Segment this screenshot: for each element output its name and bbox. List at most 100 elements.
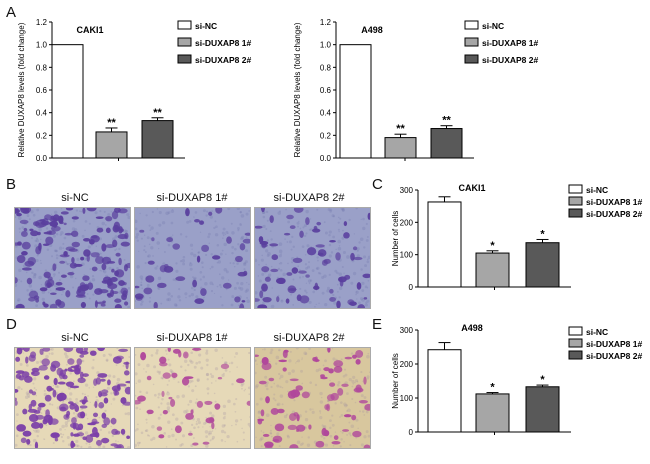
bar-chart-e-a498: 0 100 200 300 * * A498 Number of cells si-NC si-D… xyxy=(391,323,642,437)
y-tick-label: 1.0 xyxy=(36,41,48,50)
micrograph-texture xyxy=(255,208,370,308)
chart-title: CAKI1 xyxy=(76,25,103,35)
significance-label: * xyxy=(490,240,495,252)
significance-label: ** xyxy=(396,123,405,135)
bar-si-nc xyxy=(339,44,372,159)
bar-si-nc xyxy=(427,201,462,288)
micrograph-d-si-duxap8-2 xyxy=(254,347,371,449)
legend-swatch xyxy=(568,338,583,348)
y-tick-label: 0.4 xyxy=(320,109,332,118)
chart-title: CAKI1 xyxy=(458,183,485,193)
bar-si-duxap8-2- xyxy=(525,242,560,288)
legend-label: si-DUXAP8 1# xyxy=(586,197,642,207)
micrograph-texture xyxy=(135,208,250,308)
bar-si-duxap8-1- xyxy=(384,137,417,159)
micrograph-b-si-duxap8-1 xyxy=(134,207,251,309)
bar-si-nc xyxy=(51,44,84,159)
bar-chart-a-a498: 0.0 0.2 0.4 0.6 0.8 1.0 1.2 ** ** A498 Relative DU… xyxy=(293,18,538,163)
bar-si-duxap8-2- xyxy=(430,128,463,159)
legend-swatch xyxy=(568,196,583,206)
legend-swatch xyxy=(568,208,583,218)
y-tick-label: 1.2 xyxy=(36,18,48,27)
legend-swatch xyxy=(568,184,583,194)
y-axis-label: Number of cells xyxy=(391,211,400,267)
bar-si-duxap8-1- xyxy=(475,252,510,288)
y-tick-label: 1.2 xyxy=(320,18,332,27)
bar-chart-a-caki1: 0.0 0.2 0.4 0.6 0.8 1.0 1.2 ** ** CAKI1 Relative D… xyxy=(17,18,251,163)
micrograph-texture xyxy=(135,348,250,448)
significance-label: * xyxy=(540,374,545,386)
legend-label: si-DUXAP8 2# xyxy=(586,351,642,361)
photo-label-b-1: si-NC xyxy=(61,192,89,204)
legend-swatch xyxy=(177,37,192,47)
photo-label-d-2: si-DUXAP8 1# xyxy=(156,332,228,344)
y-tick-label: 0 xyxy=(409,283,414,292)
legend-swatch xyxy=(568,350,583,360)
micrograph-b-si-nc xyxy=(14,207,131,309)
legend-label: si-NC xyxy=(195,21,217,31)
y-axis-label: Number of cells xyxy=(391,353,400,409)
legend-label: si-DUXAP8 1# xyxy=(482,38,538,48)
bar-chart-c-caki1: 0 100 200 300 * * CAKI1 Number of cells si-NC si-… xyxy=(391,183,642,292)
significance-label: ** xyxy=(107,117,116,129)
y-tick-label: 1.0 xyxy=(320,41,332,50)
y-tick-label: 0.0 xyxy=(320,154,332,163)
legend-swatch xyxy=(464,37,479,47)
y-tick-label: 0.2 xyxy=(320,131,332,140)
bar-si-duxap8-1- xyxy=(95,131,128,159)
legend-swatch xyxy=(568,326,583,336)
y-tick-label: 0.8 xyxy=(320,63,332,72)
legend-label: si-NC xyxy=(586,327,608,337)
legend-swatch xyxy=(464,20,479,30)
y-tick-label: 0.4 xyxy=(36,109,48,118)
significance-label: ** xyxy=(153,107,162,119)
y-axis-label: Relative DUXAP8 levels (fold change) xyxy=(293,22,302,157)
y-tick-label: 300 xyxy=(400,186,414,195)
photo-label-b-2: si-DUXAP8 1# xyxy=(156,192,228,204)
y-tick-label: 0 xyxy=(409,428,414,437)
bar-si-duxap8-1- xyxy=(475,393,510,433)
panel-letter-c: C xyxy=(372,176,383,193)
micrograph-b-si-duxap8-2 xyxy=(254,207,371,309)
micrograph-texture xyxy=(15,208,130,308)
y-tick-label: 0.0 xyxy=(36,154,48,163)
micrograph-d-si-duxap8-1 xyxy=(134,347,251,449)
y-tick-label: 100 xyxy=(400,251,414,260)
legend-swatch xyxy=(464,54,479,64)
y-tick-label: 0.6 xyxy=(36,86,48,95)
y-tick-label: 200 xyxy=(400,218,414,227)
legend-label: si-DUXAP8 1# xyxy=(586,339,642,349)
bar-si-nc xyxy=(427,349,462,433)
legend-swatch xyxy=(177,54,192,64)
y-tick-label: 0.6 xyxy=(320,86,332,95)
y-tick-label: 0.2 xyxy=(36,131,48,140)
legend-swatch xyxy=(177,20,192,30)
y-tick-label: 0.8 xyxy=(36,63,48,72)
legend-label: si-DUXAP8 2# xyxy=(482,55,538,65)
legend-label: si-DUXAP8 1# xyxy=(195,38,251,48)
legend-label: si-NC xyxy=(586,185,608,195)
y-axis-label: Relative DUXAP8 levels (fold change) xyxy=(17,22,26,157)
significance-label: ** xyxy=(442,115,451,127)
significance-label: * xyxy=(490,382,495,394)
photo-label-d-1: si-NC xyxy=(61,332,89,344)
panel-letter-a: A xyxy=(6,4,17,21)
panel-letter-b: B xyxy=(6,176,17,193)
y-tick-label: 200 xyxy=(400,360,414,369)
micrograph-texture xyxy=(15,348,130,448)
micrograph-d-si-nc xyxy=(14,347,131,449)
panel-letter-d: D xyxy=(6,316,17,333)
chart-title: A498 xyxy=(361,25,383,35)
legend-label: si-DUXAP8 2# xyxy=(195,55,251,65)
significance-label: * xyxy=(540,228,545,240)
bar-si-duxap8-2- xyxy=(525,386,560,433)
chart-title: A498 xyxy=(461,323,483,333)
micrograph-texture xyxy=(255,348,370,448)
bar-si-duxap8-2- xyxy=(141,120,174,159)
panel-letter-e: E xyxy=(372,316,383,333)
legend-label: si-DUXAP8 2# xyxy=(586,209,642,219)
photo-label-b-3: si-DUXAP8 2# xyxy=(273,192,345,204)
legend-label: si-NC xyxy=(482,21,504,31)
photo-label-d-3: si-DUXAP8 2# xyxy=(273,332,345,344)
